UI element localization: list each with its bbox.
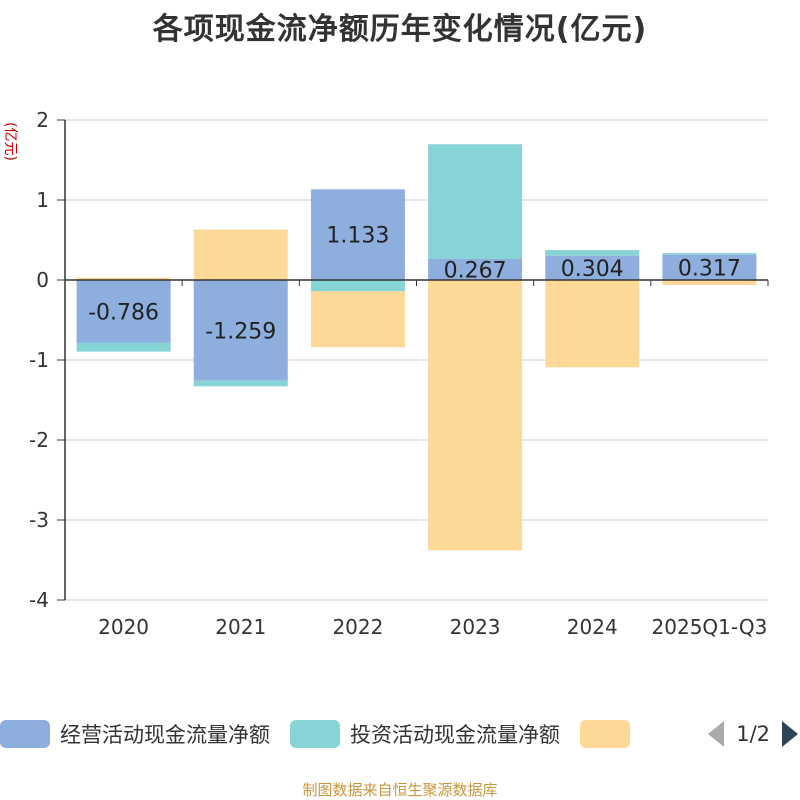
x-tick-label: 2020: [98, 615, 149, 639]
bar-operating: [662, 254, 757, 280]
y-tick-label: 0: [36, 268, 49, 292]
source-note: 制图数据来自恒生聚源数据库: [302, 781, 498, 799]
bar-investing: [428, 144, 523, 259]
x-tick-label: 2024: [567, 615, 618, 639]
legend-item-financing[interactable]: [580, 720, 640, 748]
bar-operating: [545, 255, 640, 280]
data-label: 0.317: [678, 256, 741, 281]
bar-investing: [193, 380, 288, 387]
data-label: -0.786: [88, 300, 159, 325]
legend-pager: 1/2: [708, 712, 798, 756]
bar-investing: [310, 280, 405, 292]
bar-operating: [428, 258, 523, 280]
legend-item-operating[interactable]: 经营活动现金流量净额: [0, 719, 270, 749]
y-tick-label: -4: [29, 588, 49, 612]
legend-label-operating: 经营活动现金流量净额: [60, 723, 270, 747]
bar-operating: [310, 189, 405, 280]
y-tick-label: -2: [29, 428, 49, 452]
bar-financing: [428, 280, 523, 551]
x-tick-label: 2021: [215, 615, 266, 639]
bar-financing: [193, 229, 288, 280]
x-tick-label: 2023: [450, 615, 501, 639]
bar-investing: [662, 253, 757, 255]
y-axis-label: (亿元): [2, 122, 18, 161]
legend-swatch-operating: [0, 720, 50, 748]
bar-financing: [545, 280, 640, 368]
y-tick-label: -3: [29, 508, 49, 532]
bar-financing: [310, 291, 405, 348]
legend-swatch-investing: [290, 720, 340, 748]
bar-financing: [76, 277, 171, 280]
legend-item-investing[interactable]: 投资活动现金流量净额: [290, 719, 560, 749]
chart-area: -4 -3 -2 -1 0 1 2 (亿元) -0.786 -1.259 1.133 0.267 0.3…: [2, 108, 769, 639]
data-label: 0.267: [444, 258, 507, 283]
prev-page-icon[interactable]: [708, 721, 725, 747]
legend: 经营活动现金流量净额 投资活动现金流量净额 1/2: [0, 712, 800, 756]
bar-operating: [76, 280, 171, 343]
y-tick-label: 1: [36, 188, 49, 212]
bar-operating: [193, 280, 288, 381]
legend-swatch-financing: [580, 720, 630, 748]
bar-investing: [545, 250, 640, 256]
data-label: -1.259: [205, 319, 276, 344]
legend-page-indicator: 1/2: [736, 722, 770, 746]
legend-label-investing: 投资活动现金流量净额: [350, 723, 560, 747]
bar-investing: [76, 342, 171, 352]
x-tick-label: 2025Q1-Q3: [652, 615, 768, 639]
chart-title: 各项现金流净额历年变化情况(亿元): [152, 12, 648, 47]
y-tick-label: -1: [29, 348, 49, 372]
x-tick-label: 2022: [332, 615, 383, 639]
bar-financing: [662, 280, 757, 285]
data-label: 0.304: [561, 257, 624, 282]
data-label: 1.133: [326, 224, 389, 249]
next-page-icon[interactable]: [782, 721, 798, 747]
y-tick-label: 2: [36, 108, 49, 132]
